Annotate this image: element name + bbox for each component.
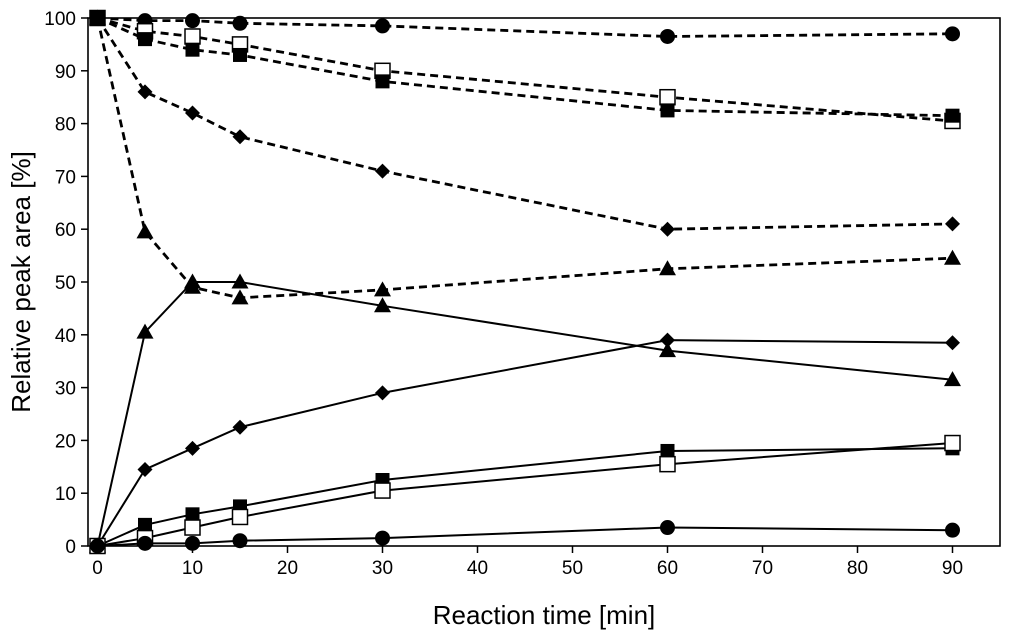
data-point-triangle-dashed: [659, 260, 676, 276]
x-tick-label: 10: [182, 558, 203, 579]
data-point-triangle-dashed: [374, 281, 391, 297]
x-tick-label: 0: [92, 558, 103, 579]
data-point-triangle-dashed: [136, 223, 154, 239]
y-tick-label: 70: [55, 167, 76, 188]
y-tick-label: 60: [55, 220, 76, 241]
y-tick-label: 50: [55, 273, 76, 294]
x-tick-label: 30: [372, 558, 393, 579]
data-point-triangle-solid: [374, 297, 391, 313]
data-point-open-square-solid: [231, 508, 249, 526]
data-point-triangle-dashed: [89, 9, 106, 25]
data-point-diamond-dashed: [660, 221, 675, 237]
series-line-circle-dashed: [97, 16, 953, 38]
data-point-circle-dashed: [945, 26, 960, 42]
data-point-square-solid: [138, 517, 152, 532]
x-tick-label: 60: [657, 558, 678, 579]
data-point-triangle-solid: [231, 273, 249, 289]
series-line-circle-solid: [97, 526, 953, 547]
x-tick-label: 20: [277, 558, 298, 579]
data-point-diamond-dashed: [232, 129, 248, 145]
series-line-open-square-solid: [97, 442, 953, 547]
x-tick-label: 70: [752, 558, 773, 579]
data-point-triangle-solid: [944, 371, 961, 387]
y-tick-label: 100: [44, 9, 76, 30]
data-point-square-dashed: [375, 74, 390, 89]
data-point-diamond-dashed: [137, 84, 153, 100]
series-line-square-solid: [97, 447, 953, 547]
data-point-open-square-solid: [184, 519, 201, 536]
y-axis-ticks: 0 10 20 30 40 50 60 70 80 90 100: [44, 9, 88, 558]
data-point-diamond-solid: [945, 335, 960, 351]
data-point-circle-solid: [375, 530, 390, 546]
data-point-circle-solid: [90, 538, 105, 554]
data-point-square-dashed: [138, 32, 152, 47]
data-point-diamond-solid: [660, 332, 675, 348]
data-point-diamond-dashed: [185, 105, 200, 121]
data-point-diamond-dashed: [375, 163, 390, 179]
data-point-circle-solid: [185, 535, 200, 551]
data-point-diamond-solid: [375, 385, 390, 401]
x-tick-label: 80: [847, 558, 868, 579]
series-line-diamond-solid: [96, 339, 953, 547]
data-point-open-square-dashed: [184, 28, 201, 45]
y-tick-label: 10: [55, 484, 76, 505]
y-tick-label: 90: [55, 62, 76, 83]
data-point-open-square-solid: [659, 455, 676, 473]
y-tick-label: 20: [55, 431, 76, 452]
data-point-circle-dashed: [660, 28, 675, 44]
data-point-open-square-solid: [374, 482, 391, 499]
y-tick-label: 0: [65, 537, 76, 558]
y-tick-label: 80: [55, 115, 76, 136]
series-lines: [96, 16, 953, 547]
series-line-triangle-solid: [96, 281, 953, 547]
y-axis-title: Relative peak area [%]: [6, 151, 36, 413]
data-point-circle-solid: [232, 533, 248, 549]
y-tick-label: 40: [55, 326, 76, 347]
series-line-square-dashed: [96, 16, 953, 118]
data-point-triangle-dashed: [231, 289, 249, 305]
data-point-square-dashed: [233, 47, 247, 62]
data-point-triangle-dashed: [944, 249, 961, 265]
data-point-diamond-solid: [137, 461, 153, 477]
x-tick-label: 40: [467, 558, 488, 579]
y-tick-label: 30: [55, 379, 76, 400]
data-point-open-square-dashed: [659, 88, 676, 106]
data-point-square-dashed: [185, 42, 200, 57]
data-point-circle-dashed: [232, 15, 248, 31]
data-point-square-dashed: [660, 103, 675, 118]
data-point-circle-solid: [137, 535, 153, 551]
data-point-square-dashed: [945, 108, 960, 123]
data-point-open-square-solid: [944, 434, 961, 452]
data-point-diamond-dashed: [945, 216, 960, 232]
series-line-triangle-dashed: [96, 17, 953, 300]
data-point-circle-dashed: [375, 18, 390, 34]
x-axis-title: Reaction time [min]: [433, 600, 656, 630]
x-tick-label: 90: [942, 558, 963, 579]
data-point-diamond-solid: [185, 440, 200, 456]
data-point-circle-dashed: [185, 13, 200, 29]
series-line-open-square-dashed: [97, 16, 953, 123]
x-tick-label: 50: [562, 558, 583, 579]
data-point-triangle-solid: [659, 342, 676, 358]
data-point-triangle-solid: [136, 323, 154, 339]
data-point-circle-solid: [945, 522, 960, 538]
data-point-square-solid: [660, 443, 675, 458]
data-point-square-solid: [185, 507, 200, 522]
data-point-circle-solid: [660, 520, 675, 536]
series-line-diamond-dashed: [96, 17, 953, 231]
data-point-diamond-solid: [232, 419, 248, 435]
x-axis-ticks: 0 10 20 30 40 50 60 70 80 90: [92, 546, 963, 579]
data-point-triangle-solid: [184, 273, 201, 289]
series-markers: [89, 9, 961, 555]
